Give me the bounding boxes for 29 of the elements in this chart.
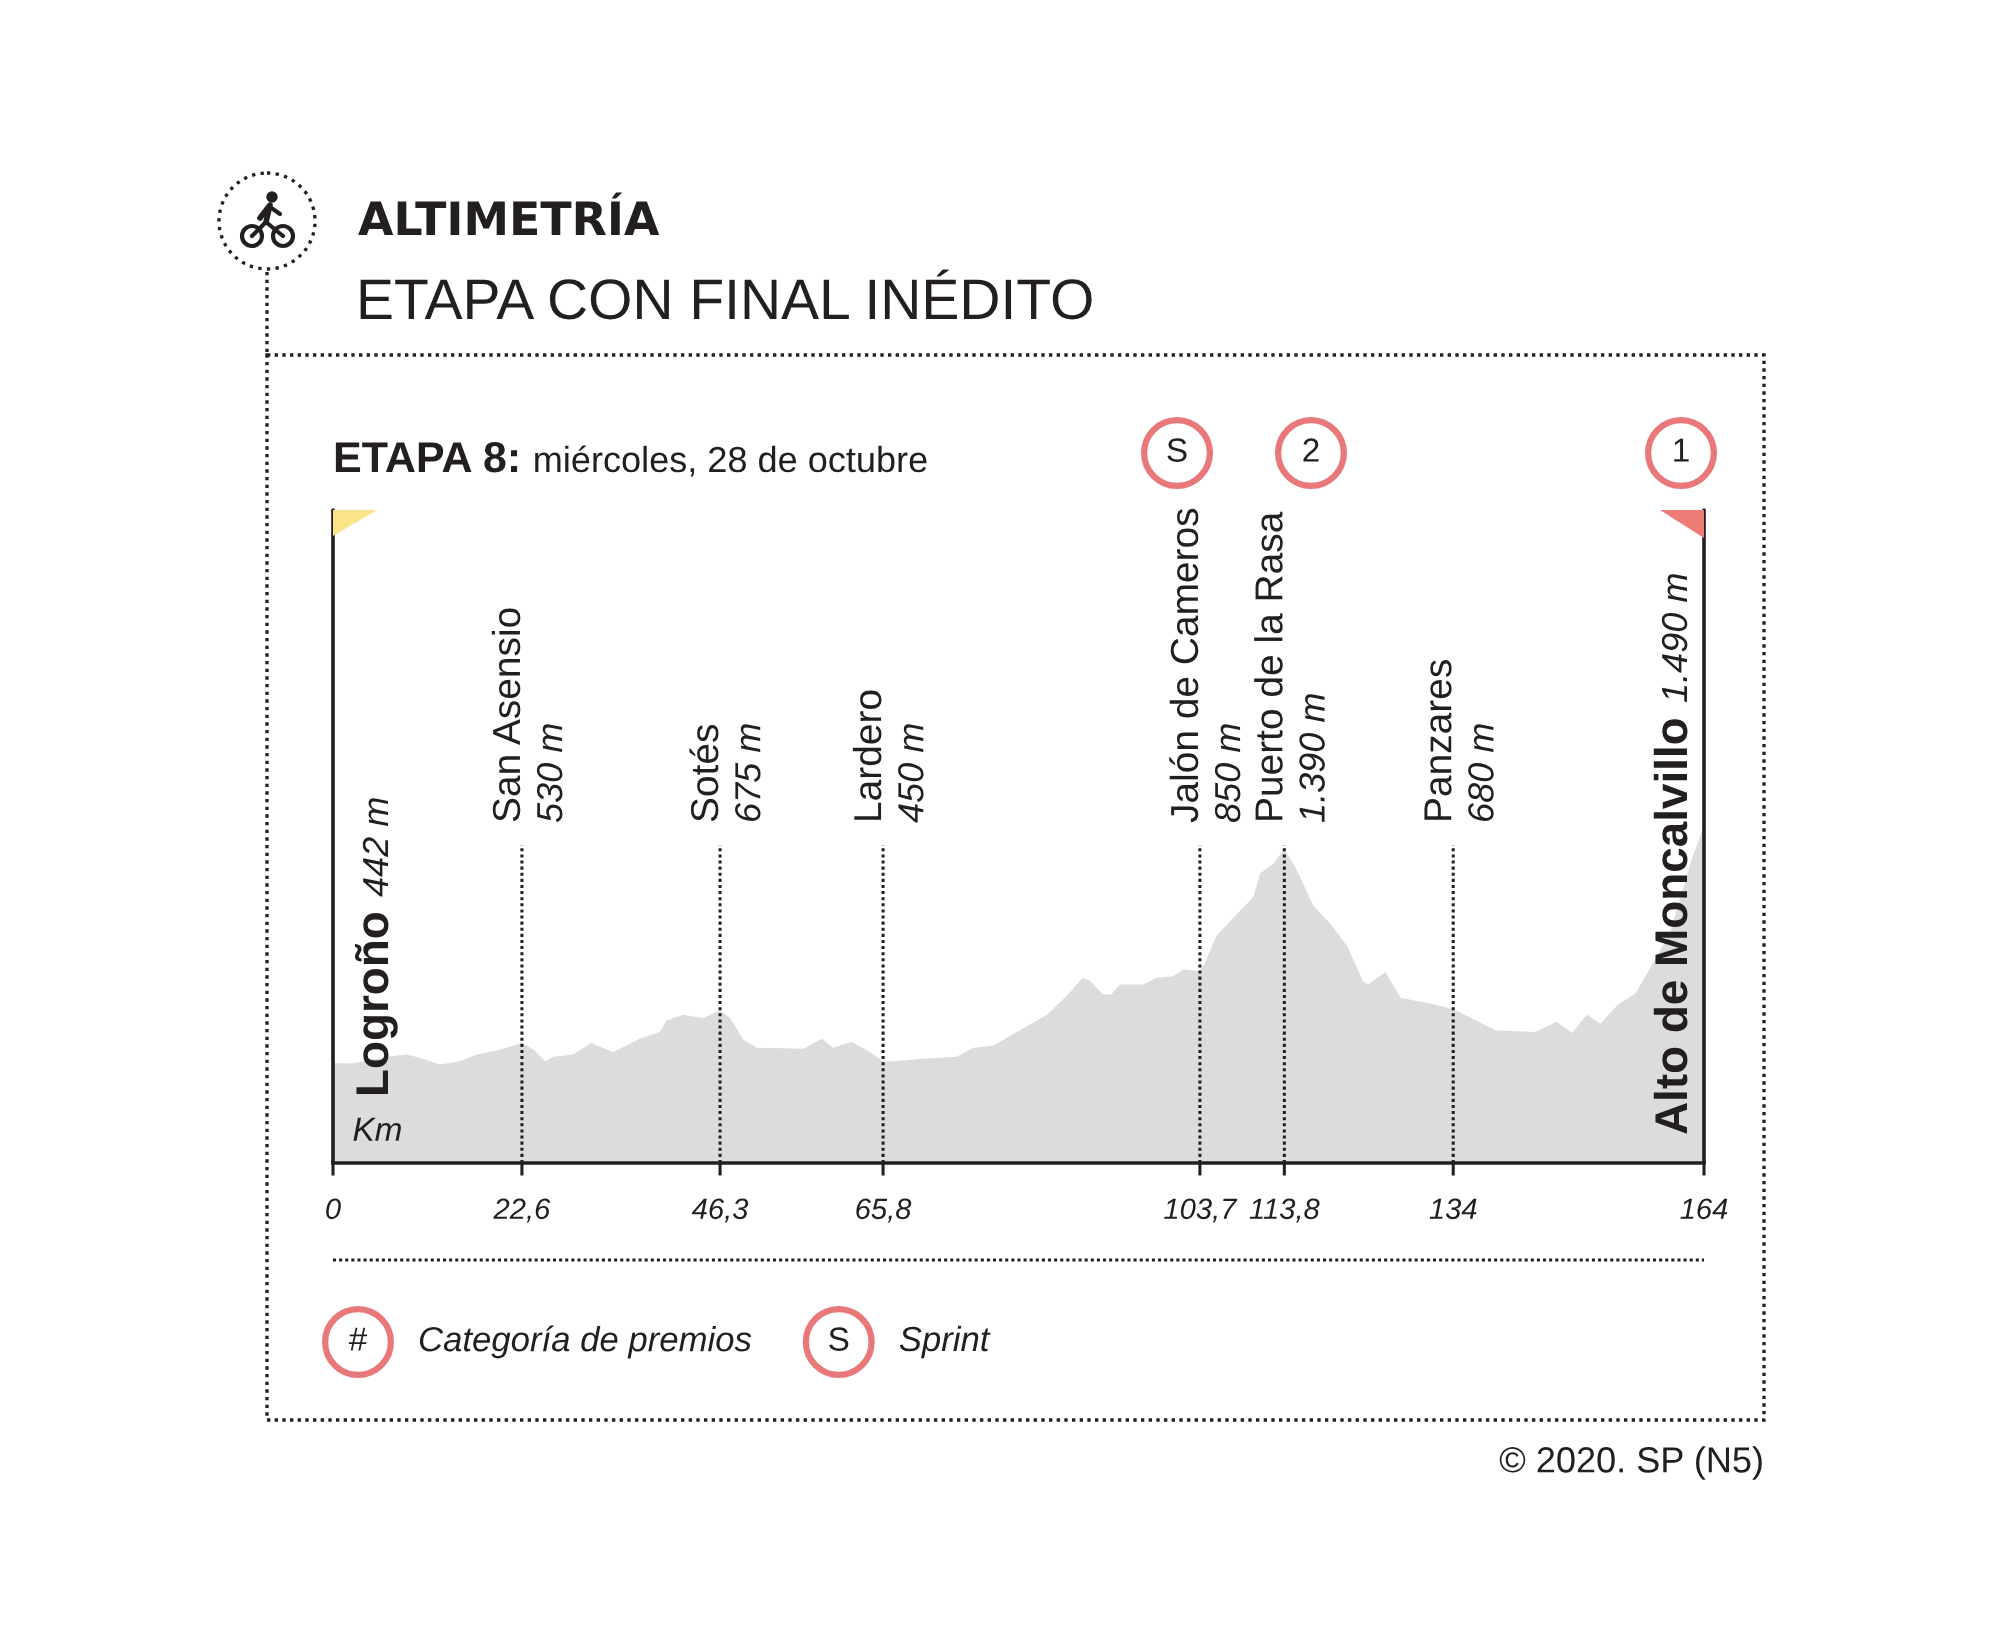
x-tick-label: 65,8	[856, 1198, 912, 1223]
ref-line-label: Logroño 442 m	[354, 798, 398, 1094]
x-tick-label: 134	[1429, 1198, 1477, 1220]
x-tick-label: 46,3	[691, 1198, 749, 1223]
text: ETAPA 8:	[335, 441, 518, 473]
text: S	[829, 1327, 849, 1351]
chart-title: ALTIMETRÍA	[358, 192, 660, 235]
x-tick-label: 0	[326, 1198, 341, 1220]
x-tick-label: 22,6	[493, 1198, 551, 1223]
text: 1	[1674, 438, 1689, 462]
x-tick-label: 103,7	[1164, 1198, 1238, 1223]
ref-line-label: Alto de Moncalvillo 1.490 m	[1653, 574, 1688, 1134]
text: 2	[1303, 438, 1319, 462]
ref-line-label: Sotés 675 m	[689, 724, 761, 822]
text: S	[1167, 438, 1187, 462]
text: #	[348, 1327, 368, 1351]
ref-line-label: Jalón de Cameros 850 m	[1169, 508, 1241, 823]
ref-line-label: Panzares 680 m	[1424, 660, 1494, 821]
x-tick-label: 164	[1680, 1198, 1728, 1220]
text: Categoría de premios	[419, 1325, 752, 1359]
text: © 2020. SP (N5)	[1499, 1446, 1762, 1480]
ref-line-label: Lardero 450 m	[852, 690, 924, 823]
chart-subtitle: ETAPA CON FINAL INÉDITO	[360, 269, 1092, 320]
text: miércoles, 28 de octubre	[535, 445, 927, 477]
ref-line-label: San Asensio 530 m	[491, 608, 563, 823]
text: Sprint	[899, 1325, 991, 1359]
x-tick-label: 113,8	[1249, 1198, 1320, 1223]
x-axis-title: Km	[353, 1117, 401, 1141]
ref-line-label: Puerto de la Rasa 1.390 m	[1254, 511, 1325, 823]
